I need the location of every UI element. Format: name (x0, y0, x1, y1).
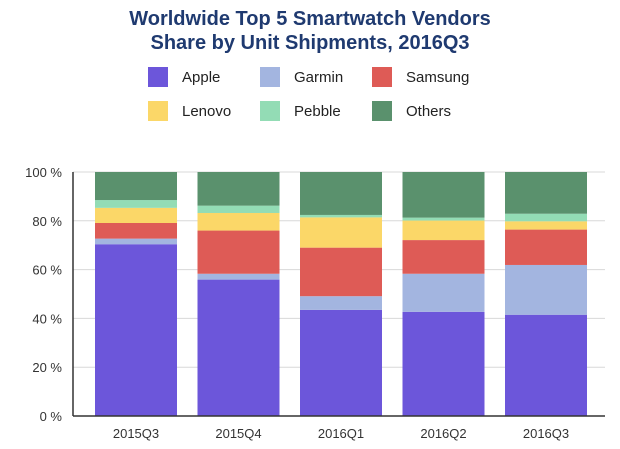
y-tick-label: 80 % (32, 214, 62, 229)
legend-swatch (260, 101, 280, 121)
legend-item-apple: Apple (148, 66, 220, 88)
bar-segment-samsung (505, 229, 587, 265)
bar-segment-apple (95, 244, 177, 416)
y-tick-label: 0 % (40, 409, 63, 424)
bar-segment-samsung (197, 230, 280, 274)
legend-item-pebble: Pebble (260, 100, 341, 122)
y-tick-label: 100 % (25, 165, 62, 180)
bar-segment-garmin (402, 273, 485, 312)
x-tick-label: 2015Q3 (113, 426, 159, 441)
legend-swatch (372, 101, 392, 121)
bar-segment-lenovo (402, 220, 485, 241)
legend-label: Lenovo (182, 102, 232, 120)
bar-segment-samsung (402, 240, 485, 274)
bar-segment-lenovo (505, 221, 587, 230)
bar-segment-lenovo (95, 207, 177, 223)
legend-swatch (148, 101, 168, 121)
bar-segment-pebble (300, 214, 382, 218)
legend-label: Samsung (406, 68, 470, 86)
x-tick-label: 2016Q3 (523, 426, 569, 441)
bar-segment-pebble (95, 200, 177, 208)
legend-swatch (148, 67, 168, 87)
chart-title: Worldwide Top 5 Smartwatch Vendors (129, 8, 491, 30)
legend-item-others: Others (372, 100, 451, 122)
bar-segment-lenovo (300, 217, 382, 248)
legend-label: Apple (182, 68, 221, 86)
y-tick-label: 20 % (32, 360, 62, 375)
bar-segment-others (402, 172, 485, 218)
bar-segment-samsung (95, 222, 177, 239)
bar-segment-garmin (300, 296, 382, 310)
bar-segment-others (95, 172, 177, 201)
legend-label: Others (406, 102, 452, 120)
bar-segment-apple (402, 311, 485, 416)
bar-segment-others (300, 172, 382, 215)
bar-segment-garmin (505, 264, 587, 315)
bar-segment-pebble (197, 205, 280, 213)
legend-swatch (260, 67, 280, 87)
legend-item-lenovo: Lenovo (148, 100, 231, 122)
bar-segment-pebble (402, 217, 485, 221)
x-tick-label: 2016Q1 (318, 426, 364, 441)
bar-segment-pebble (505, 213, 587, 222)
legend-item-garmin: Garmin (260, 66, 343, 88)
bar-segment-apple (300, 309, 382, 416)
bar-segment-garmin (95, 238, 177, 245)
chart-subtitle: Share by Unit Shipments, 2016Q3 (150, 32, 470, 54)
legend-label: Garmin (294, 68, 344, 86)
y-tick-label: 60 % (32, 263, 62, 278)
bar-segment-apple (197, 279, 280, 416)
bar-segment-others (505, 172, 587, 214)
x-tick-label: 2015Q4 (215, 426, 261, 441)
bar-segment-samsung (300, 247, 382, 297)
legend-swatch (372, 67, 392, 87)
bar-segment-others (197, 172, 280, 206)
legend-item-samsung: Samsung (372, 66, 469, 88)
bar-segment-apple (505, 314, 587, 416)
legend-label: Pebble (294, 102, 341, 120)
x-tick-label: 2016Q2 (420, 426, 466, 441)
bar-segment-lenovo (197, 212, 280, 231)
bar-segment-garmin (197, 273, 280, 280)
y-tick-label: 40 % (32, 311, 62, 326)
